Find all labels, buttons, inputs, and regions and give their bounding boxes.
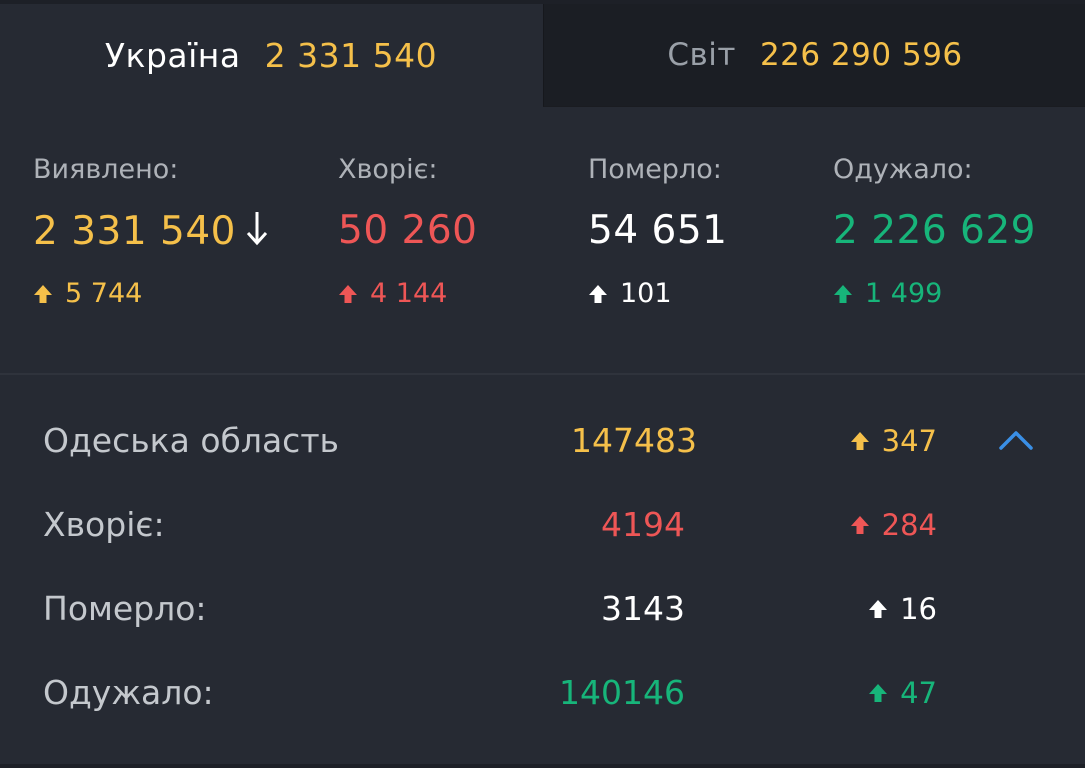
arrow-up-icon — [833, 284, 853, 304]
tab-ukraine-label: Україна — [104, 35, 241, 75]
section-divider — [0, 373, 1085, 375]
stat-detected-delta: 5 744 — [33, 278, 142, 309]
tab-bar: Україна 2 331 540 Світ 226 290 596 — [0, 4, 1085, 107]
stat-detected-label: Виявлено: — [33, 154, 179, 185]
region-row-died: Померло: 3143 16 — [0, 579, 1085, 639]
region-total-delta: 347 — [850, 411, 937, 471]
region-row-recovered: Одужало: 140146 47 — [0, 663, 1085, 723]
arrow-up-icon — [850, 431, 870, 451]
stat-sick-value: 50 260 — [338, 208, 478, 253]
stat-died-delta: 101 — [588, 278, 672, 309]
region-recovered-value: 140146 — [559, 673, 685, 712]
tab-world-label: Світ — [667, 37, 736, 73]
arrow-up-icon — [588, 284, 608, 304]
stat-died-label: Померло: — [588, 154, 722, 185]
stat-detected-value: 2 331 540 — [33, 208, 270, 254]
chevron-up-icon[interactable] — [998, 427, 1034, 453]
region-card: Одеська область 147483 347 Хворіє: 4194 … — [0, 375, 1085, 768]
tab-ukraine-value: 2 331 540 — [264, 35, 438, 75]
arrow-up-icon — [868, 683, 888, 703]
bottom-edge — [0, 764, 1085, 768]
stat-recovered-label: Одужало: — [833, 154, 973, 185]
arrow-up-icon — [338, 284, 358, 304]
region-name: Одеська область — [43, 421, 340, 460]
arrow-up-icon — [868, 599, 888, 619]
tab-ukraine[interactable]: Україна 2 331 540 — [0, 4, 542, 106]
region-recovered-label: Одужало: — [43, 673, 214, 712]
region-died-value: 3143 — [601, 589, 685, 628]
region-header-row[interactable]: Одеська область 147483 347 — [0, 411, 1085, 471]
tab-world[interactable]: Світ 226 290 596 — [543, 4, 1085, 107]
region-total: 147483 — [571, 421, 697, 460]
arrow-up-icon — [850, 515, 870, 535]
region-recovered-delta: 47 — [868, 663, 937, 723]
stat-died-value: 54 651 — [588, 208, 728, 253]
region-row-sick: Хворіє: 4194 284 — [0, 495, 1085, 555]
tab-world-value: 226 290 596 — [759, 37, 963, 73]
sort-down-arrow-icon[interactable] — [244, 208, 270, 248]
region-died-label: Померло: — [43, 589, 207, 628]
region-sick-value: 4194 — [601, 505, 685, 544]
region-sick-delta: 284 — [850, 495, 937, 555]
region-sick-label: Хворіє: — [43, 505, 165, 544]
stat-sick-label: Хворіє: — [338, 154, 438, 185]
stat-recovered-delta: 1 499 — [833, 278, 942, 309]
stat-sick-delta: 4 144 — [338, 278, 447, 309]
top-edge — [0, 0, 1085, 4]
region-died-delta: 16 — [868, 579, 937, 639]
country-stats: Виявлено: 2 331 540 5 744 Хворіє: 50 260… — [0, 106, 1085, 372]
arrow-up-icon — [33, 284, 53, 304]
stat-recovered-value: 2 226 629 — [833, 208, 1036, 253]
